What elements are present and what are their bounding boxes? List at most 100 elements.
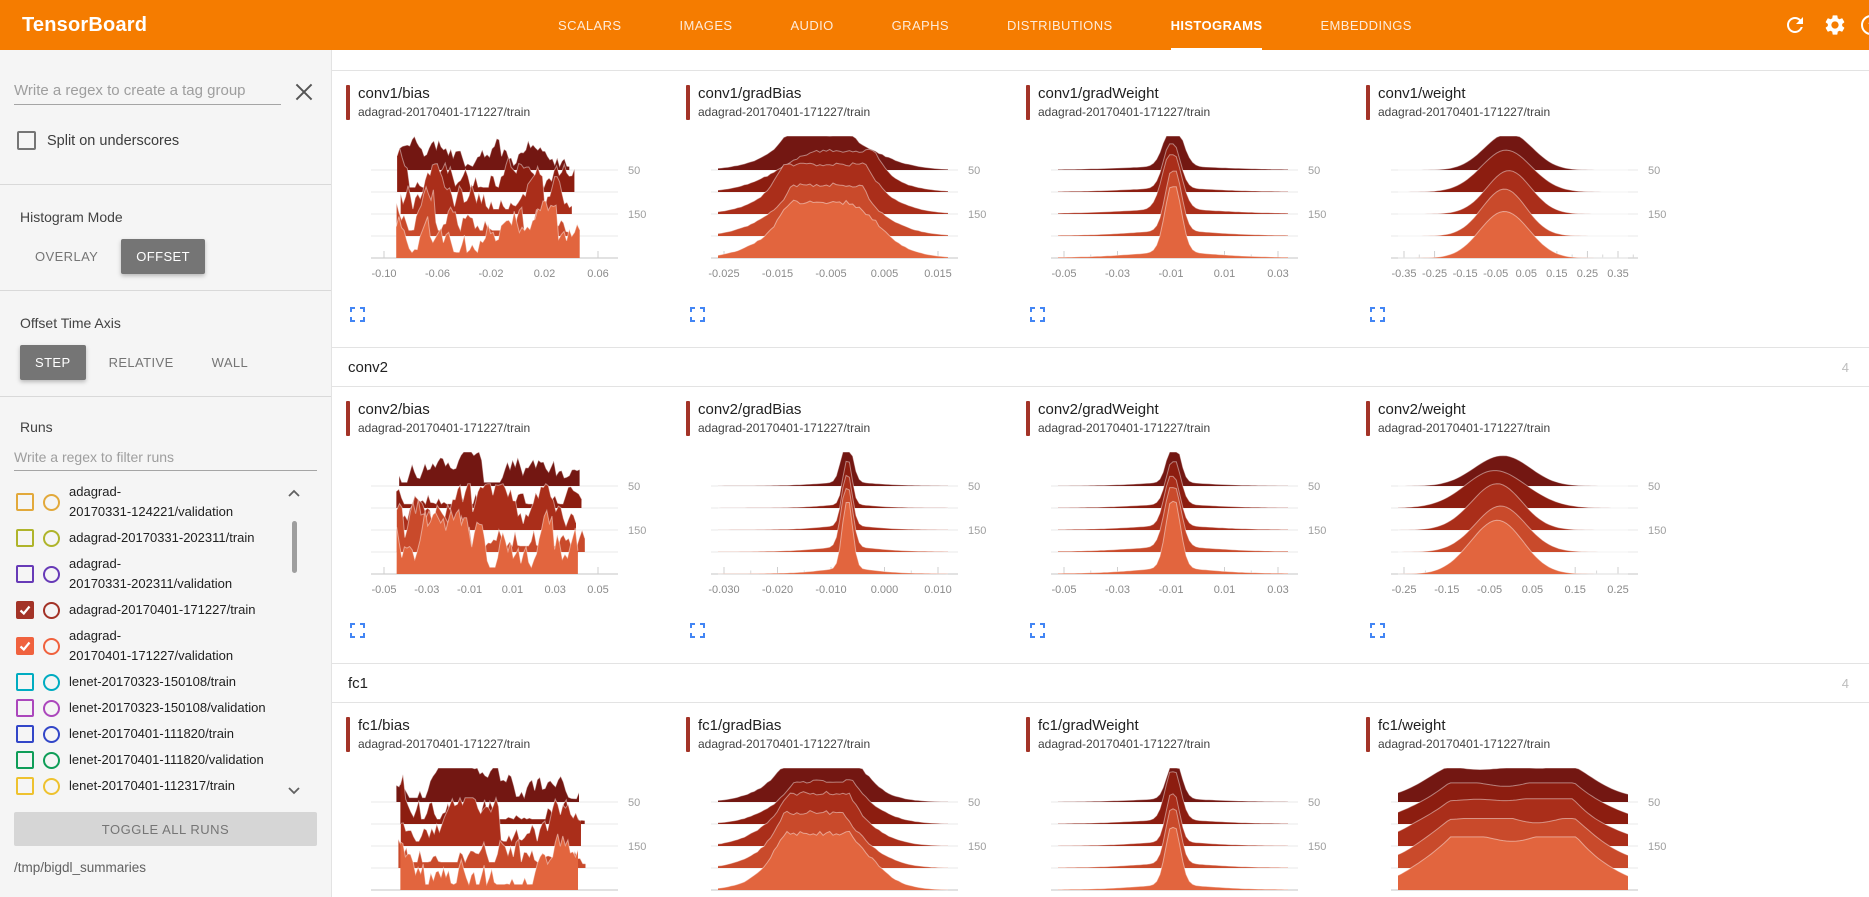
nav-tab-histograms[interactable]: HISTOGRAMS [1170,0,1263,50]
svg-text:0.15: 0.15 [1546,268,1567,280]
run-checkbox[interactable] [16,699,34,717]
scrollbar-thumb[interactable] [292,521,297,573]
group-count: 4 [1841,359,1849,375]
tag-regex-input[interactable] [14,78,281,105]
run-row[interactable]: adagrad- 20170331-124221/validation [16,479,278,525]
svg-text:-0.05: -0.05 [371,584,396,596]
run-isolator-circle[interactable] [43,493,60,511]
run-color-mark [686,85,690,120]
chart-card-header: fc1/weight adagrad-20170401-171227/train [1366,717,1706,752]
run-checkbox[interactable] [16,565,34,583]
expand-button[interactable] [690,623,706,639]
run-isolator-circle[interactable] [43,637,60,655]
chart-run-name: adagrad-20170401-171227/train [1378,737,1551,751]
offset-time-axis-step-button[interactable]: STEP [20,345,86,380]
run-list: adagrad- 20170331-124221/validation adagra… [16,479,331,806]
expand-button[interactable] [1030,623,1046,639]
run-isolator-circle[interactable] [43,673,60,691]
offset-time-axis-relative-button[interactable]: RELATIVE [94,345,189,380]
run-isolator-circle[interactable] [43,529,60,547]
run-color-mark [346,85,350,120]
expand-button[interactable] [1370,623,1386,639]
run-isolator-circle[interactable] [43,751,60,769]
run-isolator-circle[interactable] [43,601,60,619]
expand-button[interactable] [350,623,366,639]
run-isolator-circle[interactable] [43,725,60,743]
histogram-chart: -0.05 -0.03 -0.01 0.01 0.03 50 150 [1051,135,1326,280]
nav-tab-embeddings[interactable]: EMBEDDINGS [1320,17,1412,33]
chevron-up-icon[interactable] [287,485,301,503]
run-isolator-circle[interactable] [43,565,60,583]
chart-run-name: adagrad-20170401-171227/train [1378,421,1551,435]
run-row[interactable]: adagrad-20170401-171227/train [16,597,278,623]
run-row[interactable]: adagrad-20170331-202311/train [16,525,278,551]
toggle-all-runs-button[interactable]: TOGGLE ALL RUNS [14,812,317,846]
offset-time-axis-wall-button[interactable]: WALL [197,345,264,380]
run-color-mark [686,401,690,436]
svg-text:50: 50 [628,481,640,493]
svg-text:0.25: 0.25 [1577,268,1598,280]
expand-button[interactable] [690,307,706,323]
run-filter-input[interactable] [14,445,317,471]
sidebar: Split on underscores Histogram Mode OVER… [0,50,332,897]
settings-gear-icon[interactable] [1823,13,1847,37]
run-row[interactable]: lenet-20170401-111820/validation [16,747,278,773]
expand-icon [690,307,705,322]
nav-tab-distributions[interactable]: DISTRIBUTIONS [1006,17,1113,33]
group-section-fc1: fc1 4 fc1/bias adagrad-20170401-171227/trai… [332,663,1869,897]
run-checkbox[interactable] [16,529,34,547]
expand-button[interactable] [1370,307,1386,323]
expand-icon [350,623,365,638]
run-color-mark [1026,717,1030,752]
run-row[interactable]: lenet-20170401-112317/train [16,773,278,799]
expand-button[interactable] [1030,307,1046,323]
nav-tab-graphs[interactable]: GRAPHS [891,17,949,33]
expand-button[interactable] [350,307,366,323]
chevron-down-icon[interactable] [287,782,301,800]
chart-card-titles: fc1/bias adagrad-20170401-171227/train [358,717,530,752]
help-icon[interactable]: ? [1859,13,1869,37]
run-checkbox[interactable] [16,777,34,795]
refresh-icon[interactable] [1783,13,1807,37]
svg-text:0.03: 0.03 [544,584,565,596]
run-checkbox[interactable] [16,601,34,619]
run-checkbox[interactable] [16,725,34,743]
svg-text:-0.03: -0.03 [1105,268,1130,280]
run-isolator-circle[interactable] [43,777,60,795]
run-checkbox[interactable] [16,637,34,655]
chart-run-name: adagrad-20170401-171227/train [1038,737,1211,751]
svg-text:-0.01: -0.01 [1158,268,1183,280]
run-row[interactable]: adagrad- 20170331-202311/validation [16,551,278,597]
histogram-mode-overlay-button[interactable]: OVERLAY [20,239,113,274]
run-row[interactable]: lenet-20170401-111820/train [16,721,278,747]
nav-tab-images[interactable]: IMAGES [679,17,733,33]
histogram-chart: 50 150 [711,767,986,891]
divider [0,290,331,291]
run-color-mark [686,717,690,752]
nav-tab-scalars[interactable]: SCALARS [558,17,622,33]
svg-text:-0.02: -0.02 [478,268,503,280]
svg-text:-0.015: -0.015 [762,268,793,280]
run-color-mark [1366,717,1370,752]
histogram-mode-offset-button[interactable]: OFFSET [121,239,205,274]
svg-text:-0.025: -0.025 [708,268,739,280]
chart-card-titles: conv1/weight adagrad-20170401-171227/trai… [1378,85,1550,120]
run-row[interactable]: lenet-20170323-150108/validation [16,695,278,721]
svg-text:150: 150 [1308,209,1326,221]
nav-tab-audio[interactable]: AUDIO [790,17,834,33]
clear-tag-regex-button[interactable] [291,79,317,105]
chart-run-name: adagrad-20170401-171227/train [1378,105,1551,119]
chart-title: conv1/gradBias [698,85,802,102]
run-checkbox[interactable] [16,751,34,769]
run-isolator-circle[interactable] [43,699,60,717]
run-checkbox[interactable] [16,493,34,511]
chart-run-name: adagrad-20170401-171227/train [698,737,871,751]
run-checkbox[interactable] [16,673,34,691]
run-row[interactable]: adagrad- 20170401-171227/validation [16,623,278,669]
run-row[interactable]: lenet-20170323-150108/train [16,669,278,695]
run-label: adagrad-20170401-171227/train [69,602,256,617]
chart-card: fc1/gradWeight adagrad-20170401-171227/tr… [1026,717,1366,897]
chart-card-header: conv2/gradBias adagrad-20170401-171227/tr… [686,401,1026,436]
run-list-scrollbar [285,479,303,806]
split-underscores-checkbox[interactable] [17,131,36,150]
